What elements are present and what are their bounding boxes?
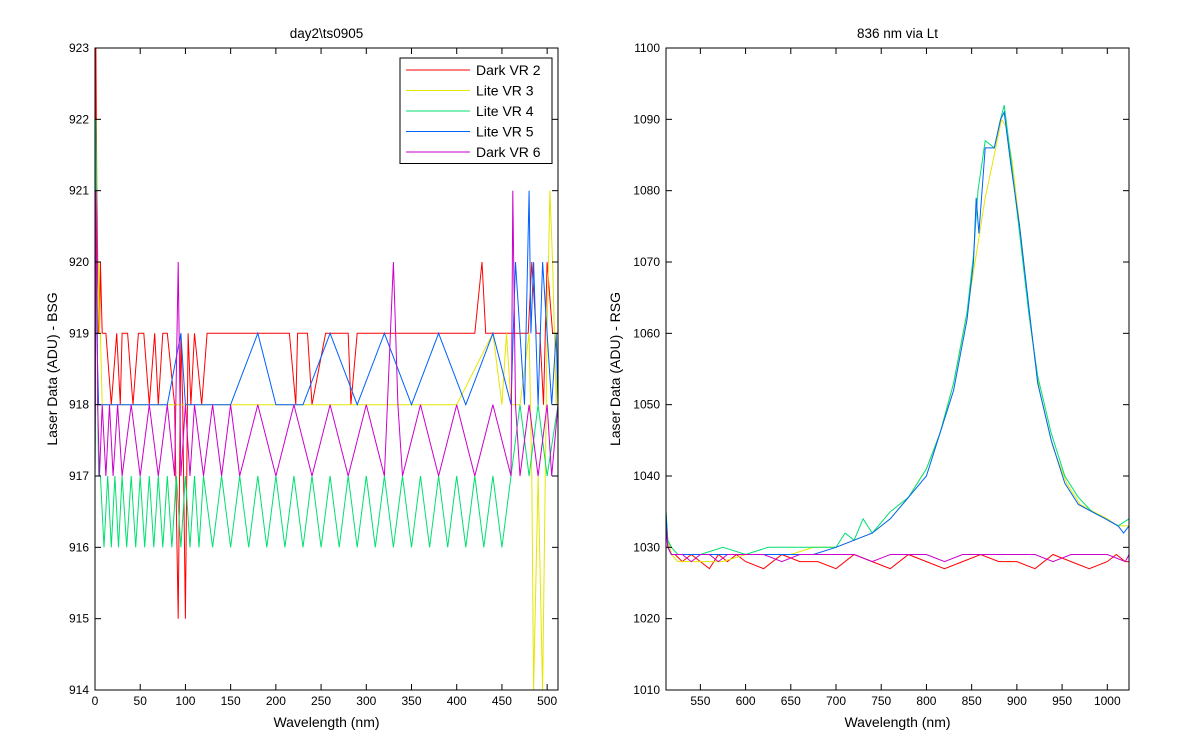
left-series-line-5 [94,190,559,477]
right-x-tick-label: 600 [736,694,756,708]
right-x-tick-label: 950 [1052,694,1072,708]
left-x-tick-label: 200 [266,694,286,708]
right-x-axis-label: Wavelength (nm) [844,714,950,730]
right-y-tick-label: 1040 [633,469,660,483]
right-x-tick-label: 700 [826,694,846,708]
left-y-tick-label: 920 [69,255,89,269]
left-x-tick-label: 150 [221,694,241,708]
right-series-line-5 [665,525,1130,563]
left-ticks: 0 50 100 150 200 250 300 350 400 450 500 914 915 916 9… [69,41,558,708]
left-y-tick-label: 922 [69,112,89,126]
left-x-axis-label: Wavelength (nm) [273,714,379,730]
right-plot-frame [665,47,1130,691]
right-chart: 550 600 650 700 750 800 850 900 950 1000 1010 1020 1… [607,26,1130,730]
right-y-tick-label: 1070 [633,255,660,269]
left-x-tick-label: 250 [311,694,331,708]
right-ticks: 550 600 650 700 750 800 850 900 950 1000 1010 1020 1… [633,41,1129,708]
right-x-tick-label: 850 [962,694,982,708]
right-x-tick-label: 550 [690,694,710,708]
left-x-tick-label: 400 [447,694,467,708]
left-x-tick-label: 0 [92,694,99,708]
right-y-tick-label: 1030 [633,540,660,554]
legend-entry-label: Dark VR 2 [476,62,541,78]
left-y-tick-label: 914 [69,683,89,697]
left-series-layer [94,47,559,691]
left-series-line-4 [94,190,559,477]
left-y-tick-label: 921 [69,184,89,198]
right-y-tick-label: 1050 [633,398,660,412]
right-y-tick-label: 1010 [633,683,660,697]
right-x-tick-label: 1000 [1094,694,1121,708]
left-x-tick-label: 300 [356,694,376,708]
left-y-axis-label: Laser Data (ADU) - BSG [44,292,60,445]
left-plot-frame [94,47,559,691]
legend-entry-label: Lite VR 3 [476,83,534,99]
left-x-tick-label: 500 [537,694,557,708]
left-x-tick-label: 450 [492,694,512,708]
right-y-tick-label: 1020 [633,612,660,626]
left-y-tick-label: 918 [69,398,89,412]
left-y-tick-label: 915 [69,612,89,626]
legend: Dark VR 2 Lite VR 3 Lite VR 4 Lite VR 5 Dark… [399,57,553,164]
right-x-tick-label: 650 [781,694,801,708]
right-y-tick-label: 1060 [633,326,660,340]
left-chart-title: day2\ts0905 [290,26,364,41]
left-y-tick-label: 923 [69,41,89,55]
right-y-tick-label: 1100 [634,41,660,55]
right-plot-area [666,48,1129,690]
legend-entry-label: Lite VR 5 [476,124,534,140]
legend-entry-label: Lite VR 4 [476,103,534,119]
left-y-tick-label: 917 [69,469,89,483]
left-y-tick-label: 919 [69,326,89,340]
left-y-tick-label: 916 [69,540,89,554]
right-chart-title: 836 nm via Lt [857,26,938,41]
right-y-tick-label: 1080 [633,184,660,198]
left-x-tick-label: 50 [134,694,148,708]
left-x-tick-label: 350 [401,694,421,708]
left-series-line-3 [94,119,559,548]
left-chart: 0 50 100 150 200 250 300 350 400 450 500 914 915 916 9… [44,26,559,730]
right-x-tick-label: 800 [916,694,936,708]
right-series-layer [665,104,1130,570]
right-y-axis-label: Laser Data (ADU) - RSG [607,292,623,446]
left-series-line-1 [94,47,558,619]
left-x-tick-label: 100 [175,694,195,708]
legend-entry-label: Dark VR 6 [476,144,541,160]
right-x-tick-label: 750 [871,694,891,708]
right-x-tick-label: 900 [1007,694,1027,708]
right-y-tick-label: 1090 [633,112,660,126]
